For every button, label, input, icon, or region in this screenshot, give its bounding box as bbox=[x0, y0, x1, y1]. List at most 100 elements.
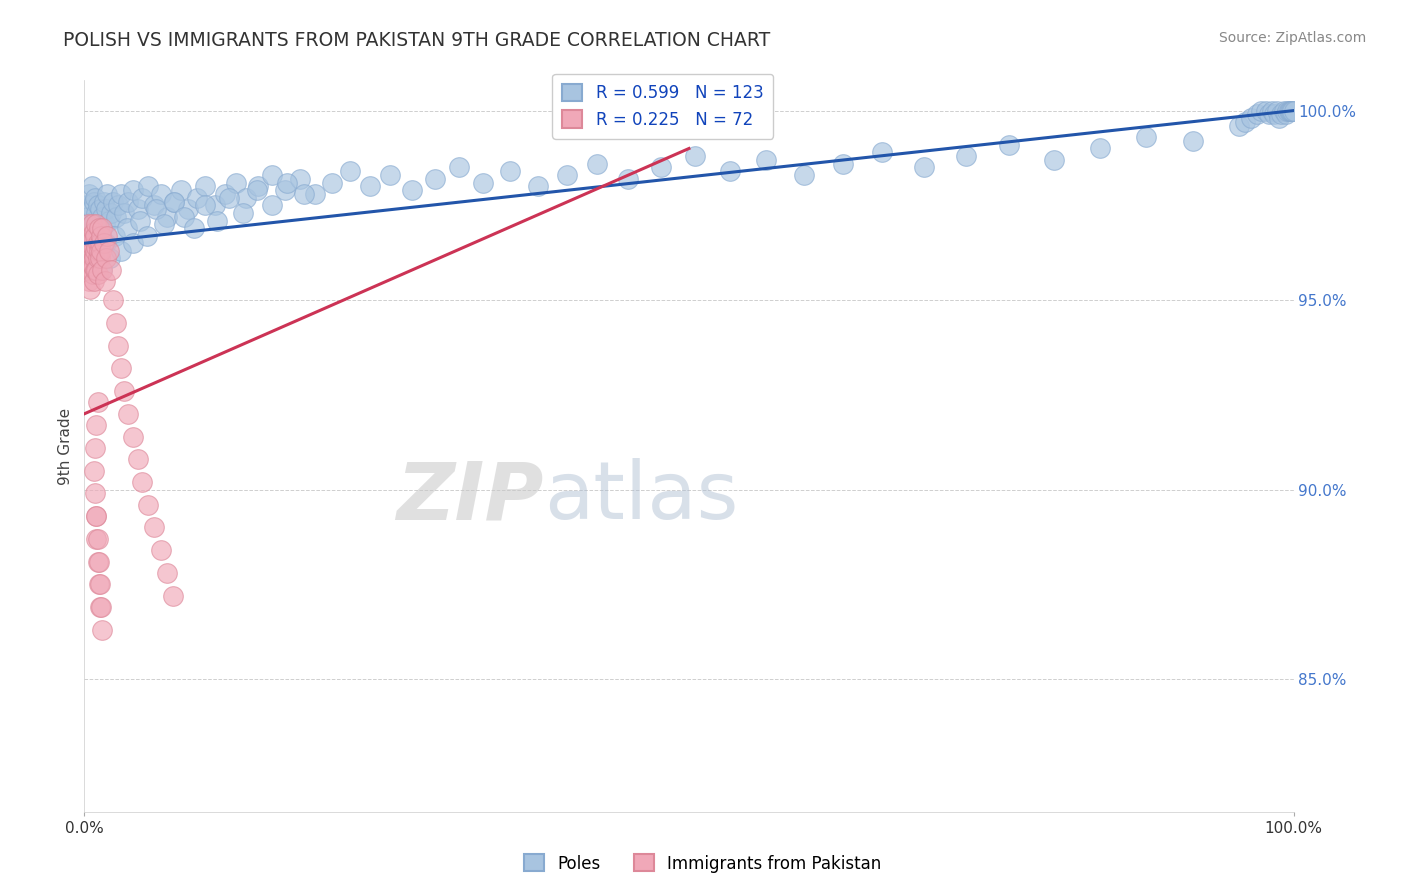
Point bbox=[86, 206, 108, 220]
Point bbox=[77, 236, 100, 251]
Point bbox=[170, 183, 193, 197]
Point bbox=[586, 156, 609, 170]
Point bbox=[79, 228, 101, 243]
Point bbox=[76, 244, 98, 258]
Point bbox=[153, 217, 176, 231]
Legend: R = 0.599   N = 123, R = 0.225   N = 72: R = 0.599 N = 123, R = 0.225 N = 72 bbox=[553, 74, 773, 138]
Point bbox=[82, 267, 104, 281]
Point bbox=[617, 171, 640, 186]
Point bbox=[104, 228, 127, 243]
Text: Source: ZipAtlas.com: Source: ZipAtlas.com bbox=[1219, 31, 1367, 45]
Point bbox=[80, 244, 103, 258]
Point bbox=[110, 244, 132, 258]
Point bbox=[1275, 107, 1298, 121]
Point bbox=[339, 164, 361, 178]
Point bbox=[84, 228, 107, 243]
Point bbox=[1277, 103, 1299, 118]
Point bbox=[77, 210, 100, 224]
Point bbox=[86, 262, 108, 277]
Point bbox=[94, 252, 117, 266]
Point bbox=[84, 244, 107, 258]
Point bbox=[107, 338, 129, 352]
Point bbox=[755, 153, 778, 167]
Point bbox=[110, 361, 132, 376]
Point bbox=[104, 210, 127, 224]
Point bbox=[86, 236, 108, 251]
Point bbox=[87, 213, 110, 227]
Point bbox=[83, 252, 105, 266]
Point bbox=[77, 217, 100, 231]
Point bbox=[98, 252, 121, 266]
Point bbox=[83, 274, 105, 288]
Point bbox=[84, 262, 107, 277]
Point bbox=[998, 137, 1021, 152]
Point bbox=[1272, 103, 1295, 118]
Point bbox=[100, 262, 122, 277]
Point bbox=[276, 176, 298, 190]
Point bbox=[89, 236, 111, 251]
Point bbox=[1234, 115, 1257, 129]
Point bbox=[1240, 111, 1263, 125]
Point bbox=[138, 498, 160, 512]
Point bbox=[163, 194, 186, 209]
Point bbox=[80, 262, 103, 277]
Point bbox=[793, 168, 815, 182]
Point bbox=[110, 186, 132, 201]
Point bbox=[131, 191, 153, 205]
Point bbox=[96, 228, 118, 243]
Point bbox=[260, 198, 283, 212]
Point bbox=[87, 244, 110, 258]
Point bbox=[423, 171, 446, 186]
Point bbox=[96, 186, 118, 201]
Point bbox=[115, 221, 138, 235]
Point bbox=[87, 221, 110, 235]
Point bbox=[718, 164, 741, 178]
Point bbox=[214, 186, 236, 201]
Point bbox=[1261, 103, 1284, 118]
Point bbox=[1268, 111, 1291, 125]
Point bbox=[93, 194, 115, 209]
Point bbox=[955, 149, 977, 163]
Point bbox=[136, 228, 159, 243]
Point bbox=[204, 198, 226, 212]
Point bbox=[225, 176, 247, 190]
Point bbox=[84, 486, 107, 500]
Point bbox=[82, 232, 104, 246]
Point bbox=[121, 429, 143, 443]
Point bbox=[90, 244, 112, 258]
Point bbox=[1282, 103, 1305, 118]
Point bbox=[121, 236, 143, 251]
Point bbox=[94, 202, 117, 216]
Point bbox=[77, 274, 100, 288]
Point bbox=[82, 259, 104, 273]
Point bbox=[83, 247, 105, 261]
Point bbox=[94, 236, 117, 251]
Point bbox=[1088, 141, 1111, 155]
Point bbox=[84, 191, 107, 205]
Point bbox=[183, 221, 205, 235]
Point bbox=[86, 240, 108, 254]
Point bbox=[218, 191, 240, 205]
Point bbox=[1250, 103, 1272, 118]
Point bbox=[86, 221, 108, 235]
Point bbox=[87, 555, 110, 569]
Point bbox=[235, 191, 257, 205]
Point bbox=[90, 228, 112, 243]
Point bbox=[117, 194, 139, 209]
Point bbox=[1135, 130, 1157, 145]
Point bbox=[86, 532, 108, 546]
Point bbox=[97, 213, 120, 227]
Point bbox=[1227, 119, 1250, 133]
Point bbox=[79, 244, 101, 258]
Point bbox=[129, 213, 152, 227]
Point bbox=[1270, 107, 1292, 121]
Point bbox=[246, 183, 269, 197]
Point bbox=[1281, 103, 1303, 118]
Point bbox=[1263, 107, 1285, 121]
Point bbox=[90, 600, 112, 615]
Point bbox=[77, 262, 100, 277]
Point bbox=[831, 156, 853, 170]
Point bbox=[82, 236, 104, 251]
Point bbox=[79, 282, 101, 296]
Text: ZIP: ZIP bbox=[396, 458, 544, 536]
